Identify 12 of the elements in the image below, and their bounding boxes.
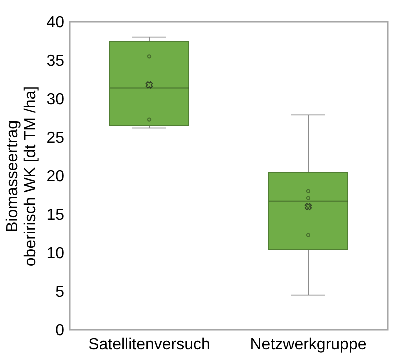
- y-axis-title: Biomasseertrag oberirisch WK [dt TM /ha]: [4, 86, 40, 267]
- x-tick-label: Satellitenversuch: [88, 336, 210, 353]
- x-tick-label: Netzwerkgruppe: [250, 336, 367, 353]
- y-tick-label: 10: [46, 246, 65, 262]
- y-tick-label: 0: [56, 322, 65, 340]
- y-tick-label: 35: [46, 53, 65, 70]
- y-tick-label: 15: [46, 207, 65, 224]
- y-tick-label: 40: [46, 14, 65, 32]
- y-tick-label: 25: [46, 130, 65, 147]
- y-tick-label: 20: [46, 168, 65, 186]
- y-tick-label: 5: [56, 284, 65, 301]
- y-tick-label: 30: [46, 92, 65, 108]
